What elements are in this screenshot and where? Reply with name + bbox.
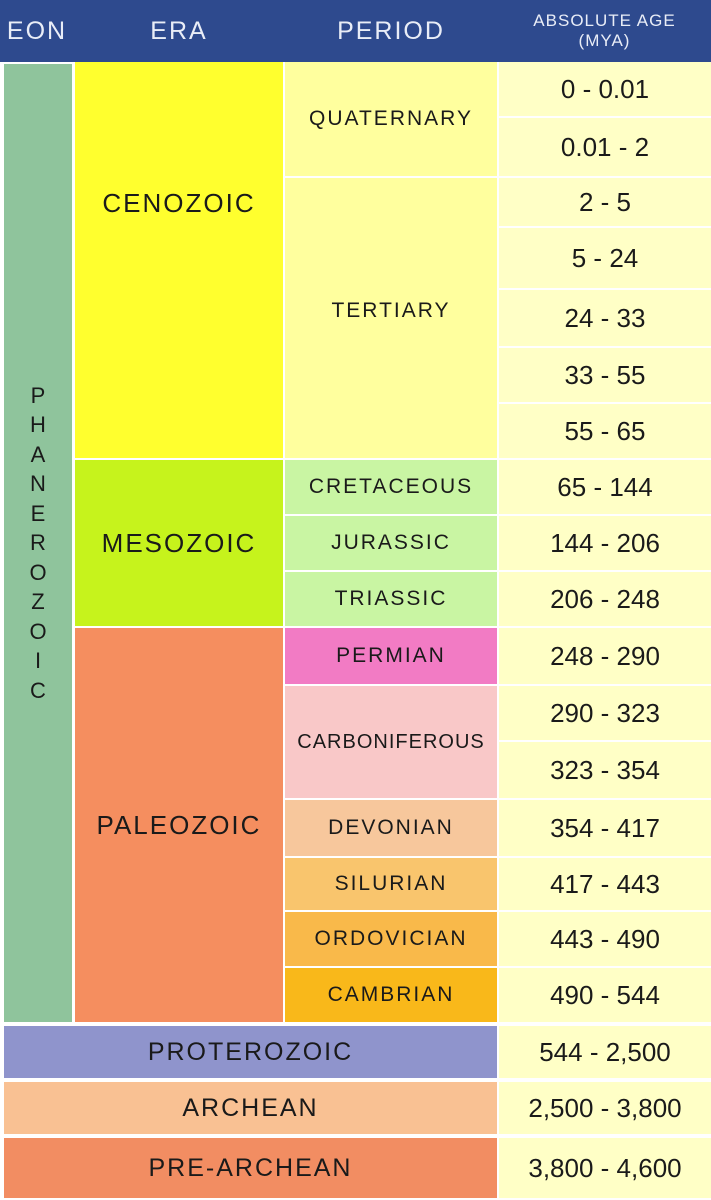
header-eon: EON [0,0,74,62]
eon-letter: E [30,500,46,526]
eon-letter: I [34,648,42,674]
eon-pre-archean: PRE-ARCHEAN [4,1138,497,1198]
age-cell: 2 - 5 [499,178,711,226]
period-carboniferous: CARBONIFEROUS [285,686,497,798]
period-cambrian: CAMBRIAN [285,968,497,1022]
eon-letter: P [30,382,46,408]
age-cell: 65 - 144 [499,460,711,514]
period-cretaceous: CRETACEOUS [285,460,497,514]
era-paleozoic: PALEOZOIC [75,628,283,1022]
eon-archean: ARCHEAN [4,1082,497,1134]
age-cell: 33 - 55 [499,348,711,402]
age-cell: 443 - 490 [499,912,711,966]
header-age-line2: (MYA) [578,31,631,50]
age-cell: 55 - 65 [499,404,711,458]
period-triassic: TRIASSIC [285,572,497,626]
eon-phanerozoic: P H A N E R O Z O I C [4,64,72,1022]
period-ordovician: ORDOVICIAN [285,912,497,966]
era-mesozoic: MESOZOIC [75,460,283,626]
age-cell: 0.01 - 2 [499,118,711,176]
eon-letter: O [29,559,47,585]
eon-letter: R [30,530,46,556]
era-cenozoic: CENOZOIC [75,62,283,458]
eon-letter: N [30,471,46,497]
period-silurian: SILURIAN [285,858,497,910]
period-jurassic: JURASSIC [285,516,497,570]
eon-letter: Z [31,589,45,615]
eon-letter: C [30,677,46,703]
age-cell: 290 - 323 [499,686,711,740]
age-proterozoic: 544 - 2,500 [499,1026,711,1078]
age-cell: 5 - 24 [499,228,711,288]
age-pre-archean: 3,800 - 4,600 [499,1138,711,1198]
header-age-line1: ABSOLUTE AGE [533,11,676,30]
eon-proterozoic: PROTEROZOIC [4,1026,497,1078]
eon-letter: A [30,441,46,467]
eon-letter: H [30,412,46,438]
period-quaternary: QUATERNARY [285,62,497,176]
age-archean: 2,500 - 3,800 [499,1082,711,1134]
age-cell: 206 - 248 [499,572,711,626]
period-permian: PERMIAN [285,628,497,684]
age-cell: 490 - 544 [499,968,711,1022]
header-period: PERIOD [284,0,498,62]
age-cell: 24 - 33 [499,290,711,346]
period-tertiary: TERTIARY [285,178,497,458]
header-absolute-age: ABSOLUTE AGE (MYA) [498,0,711,62]
age-cell: 0 - 0.01 [499,62,711,116]
age-cell: 323 - 354 [499,742,711,798]
age-cell: 144 - 206 [499,516,711,570]
age-cell: 417 - 443 [499,858,711,910]
eon-letter: O [29,618,47,644]
age-cell: 354 - 417 [499,800,711,856]
period-devonian: DEVONIAN [285,800,497,856]
header-era: ERA [74,0,284,62]
age-cell: 248 - 290 [499,628,711,684]
